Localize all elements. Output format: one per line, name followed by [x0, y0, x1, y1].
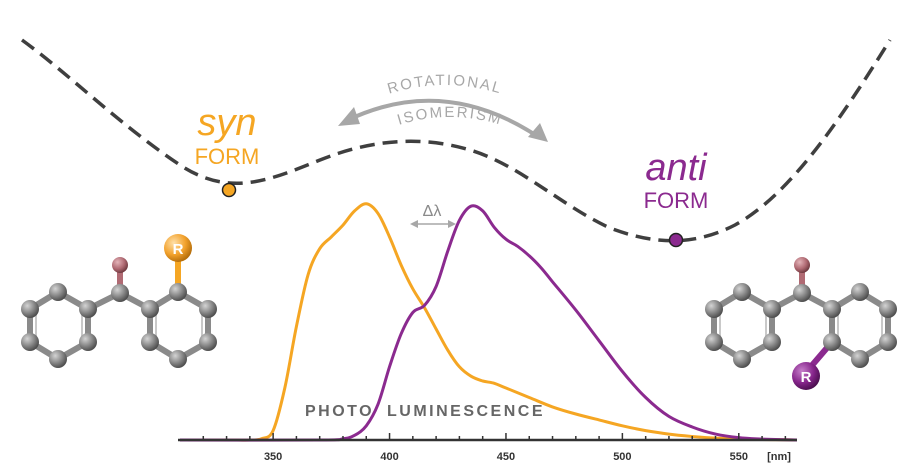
- syn-r-group: [164, 234, 192, 262]
- x-axis-unit: [nm]: [767, 451, 791, 463]
- luminescence-label: LUMINESCENCE: [387, 403, 545, 420]
- rotation-arrow-head-right: [528, 123, 548, 142]
- delta-lambda-label: Δλ: [423, 203, 442, 220]
- x-tick-label: 400: [380, 451, 398, 463]
- syn-emission-spectrum: [180, 202, 798, 442]
- energy-landscape-curve: [20, 38, 892, 243]
- anti-r-label: R: [801, 369, 812, 386]
- anti-form-label: FORM: [644, 188, 709, 213]
- photoluminescence-spectra: [179, 202, 798, 442]
- delta-lambda-indicator: Δλ: [410, 203, 456, 228]
- rotation-arrow: [347, 98, 542, 140]
- anti-emission-spectrum: [179, 204, 798, 442]
- anti-r-group: [792, 362, 820, 390]
- rotation-arrow-head-left: [338, 107, 360, 126]
- x-tick-label: 350: [264, 451, 282, 463]
- oxygen-atom: [794, 257, 810, 273]
- oxygen-atom: [112, 257, 128, 273]
- syn-molecule: R: [21, 234, 217, 368]
- x-tick-label: 500: [613, 451, 631, 463]
- x-tick-label: 450: [497, 451, 515, 463]
- syn-form-label: FORM: [195, 144, 260, 169]
- isomerism-label: ISOMERISM: [395, 104, 504, 129]
- anti-minimum-marker: [668, 232, 684, 248]
- syn-minimum-marker: [221, 182, 237, 198]
- syn-label: syn: [197, 102, 256, 144]
- anti-molecule: R: [705, 257, 897, 390]
- rotational-label: ROTATIONAL: [386, 72, 505, 98]
- anti-label: anti: [645, 147, 708, 189]
- photo-label: PHOTO: [305, 403, 374, 420]
- x-tick-label: 550: [730, 451, 748, 463]
- syn-r-label: R: [173, 241, 184, 258]
- x-axis-ticks: 350 400 450 500 550: [202, 433, 787, 463]
